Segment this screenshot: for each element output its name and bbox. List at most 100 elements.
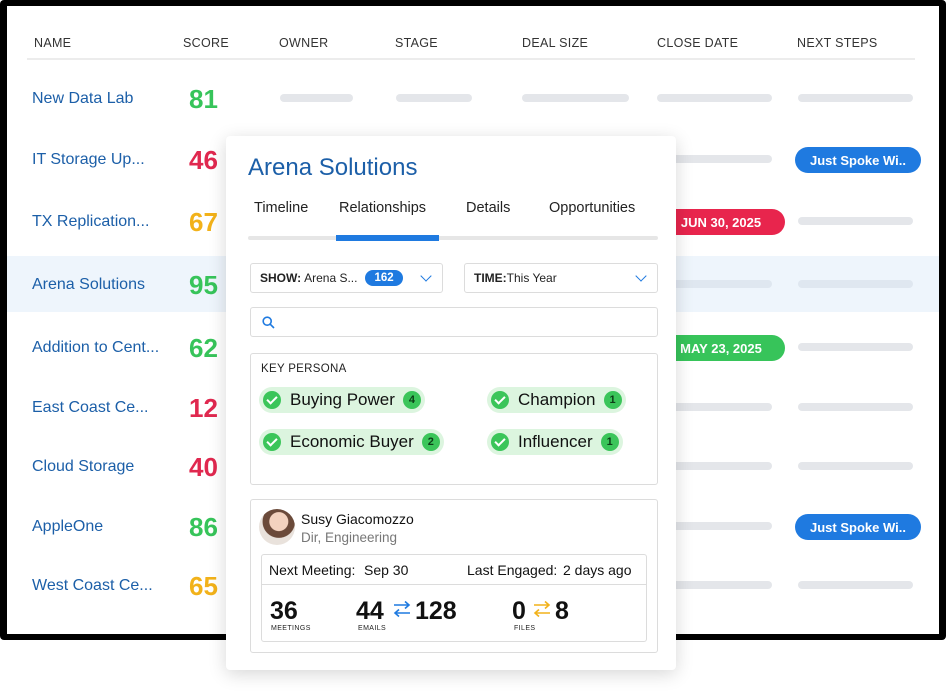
next-steps-placeholder (798, 343, 913, 351)
check-icon (491, 433, 509, 451)
emails-sent-count: 44 (356, 597, 384, 625)
deal-name-link[interactable]: West Coast Ce... (32, 577, 153, 594)
col-header-name[interactable]: NAME (34, 36, 72, 50)
deal-score: 12 (189, 393, 218, 423)
active-tab-indicator (336, 235, 439, 241)
last-engaged-label: Last Engaged: (467, 562, 558, 578)
search-icon (262, 316, 275, 329)
table-row[interactable]: Addition to Cent... 62 MAY 23, 2025 (7, 319, 939, 375)
deal-score: 86 (189, 512, 218, 542)
deal-name-link[interactable]: New Data Lab (32, 90, 134, 107)
check-icon (263, 433, 281, 451)
files-label: FILES (514, 625, 536, 632)
emails-received-count: 128 (415, 597, 457, 625)
persona-label: Buying Power (290, 390, 395, 409)
close-date-placeholder (657, 403, 772, 411)
check-icon (491, 391, 509, 409)
time-filter-label: TIME: (474, 271, 507, 285)
close-date-pill: MAY 23, 2025 (657, 335, 785, 361)
time-filter-dropdown[interactable]: TIME: This Year (464, 263, 658, 293)
table-row[interactable]: New Data Lab 81 (7, 70, 939, 126)
close-date-placeholder (657, 155, 772, 163)
key-persona-panel: KEY PERSONA Buying Power 4 Champion 1 Ec… (250, 353, 658, 485)
meetings-label: MEETINGS (271, 625, 311, 632)
close-date-placeholder (657, 94, 772, 102)
persona-label: Economic Buyer (290, 432, 414, 451)
persona-chip-influencer[interactable]: Influencer 1 (487, 429, 623, 455)
account-detail-card: Arena Solutions Timeline Relationships D… (226, 136, 676, 670)
deal-name-link[interactable]: Addition to Cent... (32, 339, 160, 356)
close-date-placeholder (657, 280, 772, 288)
deal-size-placeholder (522, 94, 629, 102)
next-steps-placeholder (798, 280, 913, 288)
col-header-score[interactable]: SCORE (183, 36, 229, 50)
col-header-stage[interactable]: STAGE (395, 36, 438, 50)
header-divider (27, 58, 915, 60)
deal-name-link[interactable]: Cloud Storage (32, 458, 135, 475)
persona-chip-champion[interactable]: Champion 1 (487, 387, 626, 413)
deal-score: 62 (189, 333, 218, 363)
persona-label: Influencer (518, 432, 593, 451)
time-filter-value: This Year (506, 271, 557, 285)
deal-score: 65 (189, 571, 218, 601)
next-steps-placeholder (798, 94, 913, 102)
files-sent-count: 0 (512, 597, 526, 625)
show-filter-count-badge: 162 (365, 270, 403, 286)
next-step-pill[interactable]: Just Spoke Wi.. (795, 147, 921, 173)
meeting-summary: Next Meeting: Sep 30 Last Engaged: 2 day… (262, 555, 646, 585)
col-header-deal-size[interactable]: DEAL SIZE (522, 36, 589, 50)
owner-placeholder (280, 94, 353, 102)
avatar (259, 509, 295, 545)
persona-chip-buying-power[interactable]: Buying Power 4 (259, 387, 425, 413)
col-header-owner[interactable]: OWNER (279, 36, 329, 50)
tab-details[interactable]: Details (466, 200, 511, 216)
contact-name[interactable]: Susy Giacomozzo (301, 511, 414, 527)
table-row[interactable]: Cloud Storage 40 (7, 438, 939, 494)
search-input[interactable] (250, 307, 658, 337)
last-engaged-value: 2 days ago (563, 562, 632, 578)
files-received-count: 8 (555, 597, 569, 625)
tab-opportunities[interactable]: Opportunities (549, 200, 636, 216)
stage-placeholder (396, 94, 472, 102)
col-header-close-date[interactable]: CLOSE DATE (657, 36, 739, 50)
persona-count: 1 (603, 391, 622, 409)
tab-relationships[interactable]: Relationships (339, 200, 427, 216)
close-date-placeholder (657, 462, 772, 470)
col-header-next-steps[interactable]: NEXT STEPS (797, 36, 878, 50)
next-step-pill[interactable]: Just Spoke Wi.. (795, 514, 921, 540)
exchange-arrows-icon (533, 600, 551, 618)
tab-track (248, 236, 658, 240)
table-row[interactable]: AppleOne 86 Just Spoke Wi.. (7, 498, 939, 554)
persona-chip-economic-buyer[interactable]: Economic Buyer 2 (259, 429, 444, 455)
close-date-placeholder (657, 581, 772, 589)
deal-name-link[interactable]: Arena Solutions (32, 276, 145, 293)
next-steps-placeholder (798, 581, 913, 589)
deal-name-link[interactable]: East Coast Ce... (32, 399, 149, 416)
deal-name-link[interactable]: IT Storage Up... (32, 151, 145, 168)
show-filter-dropdown[interactable]: SHOW: Arena S... 162 (250, 263, 443, 293)
close-date-placeholder (657, 522, 772, 530)
card-title: Arena Solutions (248, 154, 418, 181)
table-row[interactable]: East Coast Ce... 12 (7, 379, 939, 435)
contact-card[interactable]: Susy Giacomozzo Dir, Engineering Next Me… (250, 499, 658, 653)
contact-role: Dir, Engineering (301, 530, 398, 545)
next-meeting-value: Sep 30 (364, 562, 409, 578)
show-filter-label: SHOW: (260, 271, 302, 285)
deal-score: 40 (189, 452, 218, 482)
table-row[interactable]: TX Replication... 67 JUN 30, 2025 (7, 193, 939, 249)
table-row[interactable]: IT Storage Up... 46 Just Spoke Wi.. (7, 131, 939, 187)
next-meeting-label: Next Meeting: (269, 562, 356, 578)
deal-name-link[interactable]: TX Replication... (32, 213, 150, 230)
deal-score: 46 (189, 145, 218, 175)
table-row[interactable]: West Coast Ce... 65 (7, 557, 939, 613)
next-steps-placeholder (798, 217, 913, 225)
persona-count: 2 (421, 433, 440, 451)
next-steps-placeholder (798, 403, 913, 411)
deal-score: 95 (189, 270, 218, 300)
meetings-count: 36 (270, 597, 298, 625)
show-filter-value: Arena S... (304, 271, 358, 285)
tab-timeline[interactable]: Timeline (254, 200, 309, 216)
deal-name-link[interactable]: AppleOne (32, 518, 104, 535)
check-icon (263, 391, 281, 409)
persona-label: Champion (518, 390, 596, 409)
